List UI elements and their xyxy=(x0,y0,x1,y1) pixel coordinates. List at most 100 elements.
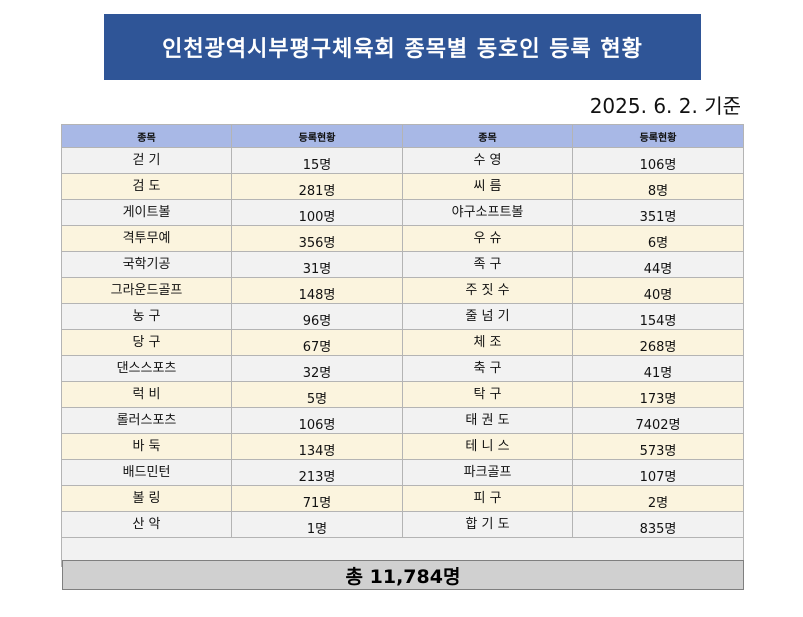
sport-name-cell: 격투무예 xyxy=(61,225,232,252)
sport-name: 체 조 xyxy=(473,335,502,350)
registration-count: 15명 xyxy=(302,158,332,173)
registration-count-cell: 213명 xyxy=(231,459,403,486)
sport-name-cell: 축 구 xyxy=(402,355,573,382)
registration-count-cell: 107명 xyxy=(572,459,744,486)
sport-name-cell: 롤러스포츠 xyxy=(61,407,232,434)
sport-name-cell: 주 짓 수 xyxy=(402,277,573,304)
registration-count: 268명 xyxy=(639,340,677,355)
sport-name: 게이트볼 xyxy=(122,205,171,220)
table-row: 당 구 67명 체 조 268명 xyxy=(61,329,744,356)
sport-name-cell: 테 니 스 xyxy=(402,433,573,460)
table-row: 국학기공 31명 족 구 44명 xyxy=(61,251,744,278)
header-count-right: 등록현황 xyxy=(572,124,744,148)
registration-count: 106명 xyxy=(639,158,677,173)
sport-name: 태 권 도 xyxy=(465,413,510,428)
sport-name-cell: 산 악 xyxy=(61,511,232,538)
registration-count-cell: 356명 xyxy=(231,225,403,252)
registration-count: 134명 xyxy=(298,444,336,459)
registration-count: 107명 xyxy=(639,470,677,485)
registration-count: 7402명 xyxy=(635,418,681,433)
page-title: 인천광역시부평구체육회 종목별 동호인 등록 현황 xyxy=(162,37,643,62)
header-sport-right: 종목 xyxy=(402,124,573,148)
registration-count: 6명 xyxy=(647,236,669,251)
registration-count: 1명 xyxy=(306,522,328,537)
registration-count: 71명 xyxy=(302,496,332,511)
table-row: 럭 비 5명 탁 구 173명 xyxy=(61,381,744,408)
sport-name-cell: 댄스스포츠 xyxy=(61,355,232,382)
registration-count-cell: 106명 xyxy=(572,147,744,174)
registration-count: 41명 xyxy=(643,366,673,381)
sport-name: 산 악 xyxy=(132,517,161,532)
sport-name-cell: 볼 링 xyxy=(61,485,232,512)
total-count: 총 11,784명 xyxy=(345,565,461,588)
registration-count: 5명 xyxy=(306,392,328,407)
registration-count-cell: 5명 xyxy=(231,381,403,408)
sport-name-cell: 피 구 xyxy=(402,485,573,512)
registration-count-cell: 134명 xyxy=(231,433,403,460)
registration-count-cell: 31명 xyxy=(231,251,403,278)
table-row: 그라운드골프 148명 주 짓 수 40명 xyxy=(61,277,744,304)
registration-count: 67명 xyxy=(302,340,332,355)
registration-count: 173명 xyxy=(639,392,677,407)
registration-count: 96명 xyxy=(302,314,332,329)
registration-count-cell: 44명 xyxy=(572,251,744,278)
reference-date: 2025. 6. 2. 기준 xyxy=(589,94,741,118)
title-banner: 인천광역시부평구체육회 종목별 동호인 등록 현황 xyxy=(104,14,701,80)
registration-count: 106명 xyxy=(298,418,336,433)
registration-count-cell: 148명 xyxy=(231,277,403,304)
registration-count: 356명 xyxy=(298,236,336,251)
sport-name: 우 슈 xyxy=(473,231,502,246)
registration-count-cell: 6명 xyxy=(572,225,744,252)
registration-count-cell: 7402명 xyxy=(572,407,744,434)
table-row: 게이트볼 100명 야구소프트볼 351명 xyxy=(61,199,744,226)
sport-name: 야구소프트볼 xyxy=(451,205,524,220)
sport-name: 격투무예 xyxy=(122,231,171,246)
registration-count-cell: 40명 xyxy=(572,277,744,304)
sport-name: 롤러스포츠 xyxy=(116,413,177,428)
registration-count-cell: 41명 xyxy=(572,355,744,382)
sport-name-cell: 체 조 xyxy=(402,329,573,356)
sport-name: 볼 링 xyxy=(132,491,161,506)
header-count-left: 등록현황 xyxy=(231,124,403,148)
sport-name: 씨 름 xyxy=(473,179,502,194)
sport-name: 줄 넘 기 xyxy=(465,309,510,324)
registration-count-cell: 173명 xyxy=(572,381,744,408)
registration-count-cell: 351명 xyxy=(572,199,744,226)
sport-name: 농 구 xyxy=(132,309,161,324)
table-row: 격투무예 356명 우 슈 6명 xyxy=(61,225,744,252)
sport-name: 피 구 xyxy=(473,491,502,506)
sport-name-cell: 씨 름 xyxy=(402,173,573,200)
sport-name-cell: 당 구 xyxy=(61,329,232,356)
table-body: 걷 기 15명 수 영 106명 검 도 281명 씨 름 8명 게이트볼 100명 야구소프트볼 3… xyxy=(61,147,744,567)
sport-name-cell: 태 권 도 xyxy=(402,407,573,434)
registration-count: 148명 xyxy=(298,288,336,303)
registration-count: 44명 xyxy=(643,262,673,277)
sport-name: 족 구 xyxy=(473,257,502,272)
sport-name: 검 도 xyxy=(132,179,161,194)
registration-count: 2명 xyxy=(647,496,669,511)
table-row: 배드민턴 213명 파크골프 107명 xyxy=(61,459,744,486)
sport-name-cell: 국학기공 xyxy=(61,251,232,278)
registration-count-cell: 32명 xyxy=(231,355,403,382)
sport-name-cell: 족 구 xyxy=(402,251,573,278)
sport-name: 댄스스포츠 xyxy=(116,361,177,376)
sport-name: 국학기공 xyxy=(122,257,171,272)
sport-name-cell: 탁 구 xyxy=(402,381,573,408)
sport-name: 테 니 스 xyxy=(465,439,510,454)
registration-count: 154명 xyxy=(639,314,677,329)
registration-count-cell: 71명 xyxy=(231,485,403,512)
table-row: 댄스스포츠 32명 축 구 41명 xyxy=(61,355,744,382)
sport-name-cell: 파크골프 xyxy=(402,459,573,486)
registration-count-cell: 268명 xyxy=(572,329,744,356)
sport-name-cell: 농 구 xyxy=(61,303,232,330)
table-row: 농 구 96명 줄 넘 기 154명 xyxy=(61,303,744,330)
registration-count: 32명 xyxy=(302,366,332,381)
registration-count-cell: 835명 xyxy=(572,511,744,538)
sport-name: 바 둑 xyxy=(132,439,161,454)
sport-name-cell: 줄 넘 기 xyxy=(402,303,573,330)
registration-count-cell: 100명 xyxy=(231,199,403,226)
header-sport-left: 종목 xyxy=(61,124,232,148)
registration-count: 351명 xyxy=(639,210,677,225)
sport-name-cell: 배드민턴 xyxy=(61,459,232,486)
sport-name: 합 기 도 xyxy=(465,517,510,532)
